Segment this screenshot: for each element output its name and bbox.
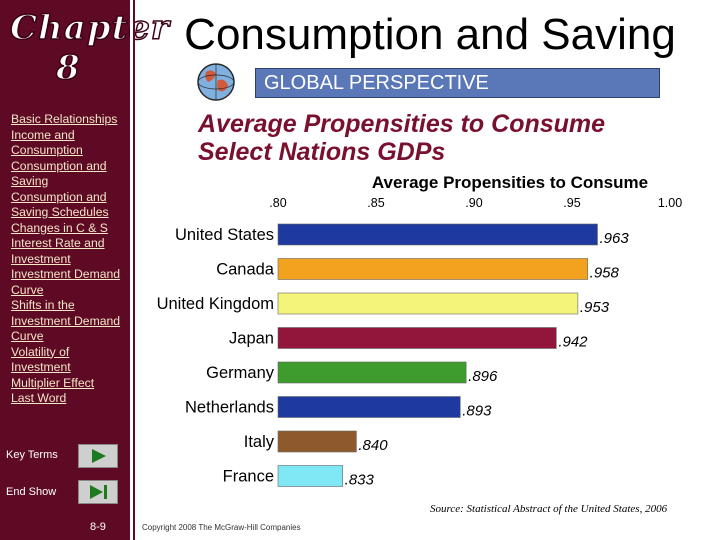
slide-subtitle: Average Propensities to Consume Select N… — [198, 110, 698, 166]
bar — [277, 361, 467, 384]
category-label: Italy — [244, 433, 275, 451]
value-label: .833 — [345, 472, 375, 489]
sidebar-divider-dark — [133, 0, 135, 540]
value-label: .953 — [580, 299, 610, 316]
nav-item-schedules[interactable]: Consumption and Saving Schedules — [11, 189, 109, 220]
bar — [277, 223, 598, 246]
bar — [277, 292, 579, 315]
value-label: .896 — [468, 368, 498, 385]
bar — [277, 465, 343, 487]
banner-text: GLOBAL PERSPECTIVE — [264, 72, 489, 94]
category-label: Canada — [216, 261, 275, 279]
nav-item-consumption-saving[interactable]: Consumption and Saving — [11, 158, 107, 189]
subtitle-line-1: Average Propensities to Consume — [198, 110, 606, 138]
sidebar-divider — [130, 0, 133, 540]
page-title: Consumption and Saving — [184, 10, 676, 59]
x-tick-label: .95 — [563, 196, 580, 210]
nav-item-basic-relationships[interactable]: Basic Relationships — [11, 112, 118, 126]
sidebar: Chapter 8 Basic Relationships Income and… — [0, 0, 170, 540]
value-label: .963 — [599, 230, 629, 247]
chapter-number: 8 — [55, 47, 80, 89]
nav-item-interest-rate[interactable]: Interest Rate and Investment — [11, 236, 105, 266]
category-label: Netherlands — [185, 399, 274, 417]
key-terms-label: Key Terms — [6, 449, 58, 461]
nav-item-last-word[interactable]: Last Word — [11, 391, 67, 405]
copyright-note: Copyright 2008 The McGraw-Hill Companies — [142, 523, 301, 532]
bar — [277, 327, 557, 349]
nav-item-volatility[interactable]: Volatility of Investment — [11, 344, 71, 375]
chapter-word: Chapter — [9, 7, 170, 49]
bar — [277, 396, 461, 418]
category-label: France — [223, 468, 274, 486]
nav-item-changes[interactable]: Changes in C & S — [11, 220, 108, 235]
play-icon — [92, 449, 106, 463]
end-show-button[interactable] — [78, 480, 118, 504]
bar — [277, 258, 588, 280]
category-label: Germany — [206, 364, 275, 382]
category-label: Japan — [229, 330, 274, 348]
value-label: .840 — [358, 437, 388, 454]
value-label: .958 — [590, 265, 620, 282]
x-tick-label: .80 — [269, 196, 286, 210]
source-note: Source: Statistical Abstract of the Unit… — [430, 503, 668, 515]
bar — [277, 430, 357, 453]
chart-title: Average Propensities to Consume — [372, 173, 648, 192]
value-label: .942 — [558, 334, 588, 351]
nav-item-investment-demand[interactable]: Investment Demand Curve — [11, 267, 121, 297]
x-tick-label: 1.00 — [658, 196, 682, 210]
subtitle-line-2: Select Nations GDPs — [198, 138, 446, 166]
x-tick-label: .90 — [465, 196, 482, 210]
skip-end-icon — [90, 485, 107, 499]
globe-icon — [197, 63, 235, 101]
nav-item-income-consumption[interactable]: Income and Consumption — [11, 127, 83, 158]
category-label: United Kingdom — [157, 295, 274, 313]
x-tick-label: .85 — [367, 196, 384, 210]
nav-item-shifts[interactable]: Shifts in the Investment Demand Curve — [11, 298, 121, 343]
page-number: 8-9 — [90, 521, 106, 533]
value-label: .893 — [462, 403, 492, 420]
nav-item-multiplier[interactable]: Multiplier Effect — [11, 375, 95, 390]
global-perspective-banner: GLOBAL PERSPECTIVE — [255, 68, 660, 98]
end-show-label: End Show — [6, 486, 57, 498]
category-label: United States — [175, 226, 274, 244]
key-terms-button[interactable] — [78, 444, 118, 468]
chapter-nav: Basic Relationships Income and Consumpti… — [11, 112, 129, 407]
